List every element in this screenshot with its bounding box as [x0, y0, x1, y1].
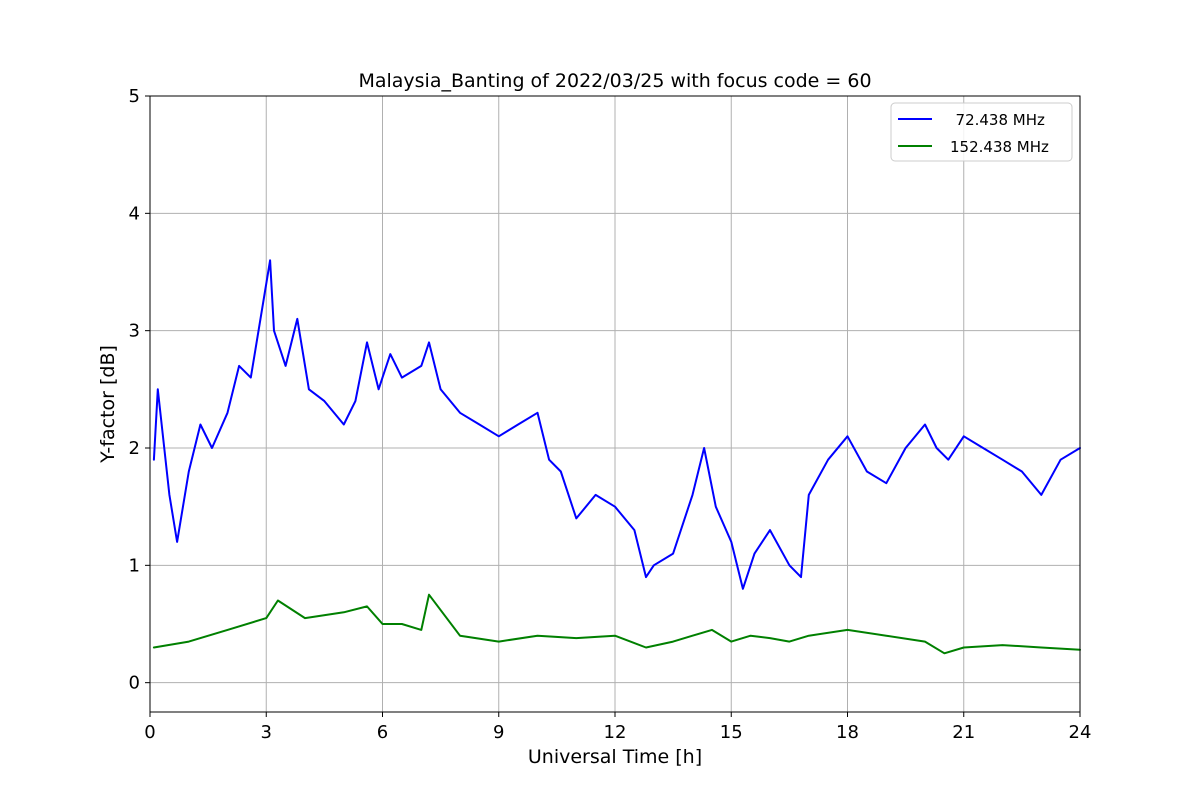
chart-title: Malaysia_Banting of 2022/03/25 with focu… — [358, 70, 871, 92]
x-tick-label: 21 — [952, 722, 975, 743]
y-tick-label: 1 — [129, 555, 140, 576]
x-tick-label: 15 — [720, 722, 743, 743]
x-tick-label: 6 — [377, 722, 388, 743]
y-axis: 0 1 2 3 4 5 — [129, 86, 150, 694]
x-tick-label: 12 — [604, 722, 627, 743]
x-tick-label: 24 — [1069, 722, 1092, 743]
y-tick-label: 0 — [129, 673, 140, 694]
legend-box — [890, 102, 1073, 162]
x-axis: 0 3 6 9 12 15 18 21 24 — [144, 712, 1091, 743]
legend: 72.438 MHz 152.438 MHz — [890, 102, 1073, 162]
series-layer — [152, 259, 1081, 655]
x-axis-label: Universal Time [h] — [528, 746, 702, 768]
x-tick-label: 9 — [493, 722, 504, 743]
series-line-0 — [152, 259, 1081, 590]
y-tick-label: 3 — [129, 321, 140, 342]
x-tick-label: 18 — [836, 722, 859, 743]
x-tick-label: 3 — [261, 722, 272, 743]
y-tick-label: 5 — [129, 86, 140, 107]
series-line-1 — [152, 593, 1081, 655]
y-axis-label: Y-factor [dB] — [97, 345, 119, 464]
x-tick-label: 0 — [144, 722, 155, 743]
y-tick-label: 2 — [129, 438, 140, 459]
y-tick-label: 4 — [129, 203, 140, 224]
legend-label-72mhz: 72.438 MHz — [946, 111, 1045, 129]
legend-label-152mhz: 152.438 MHz — [950, 138, 1049, 156]
